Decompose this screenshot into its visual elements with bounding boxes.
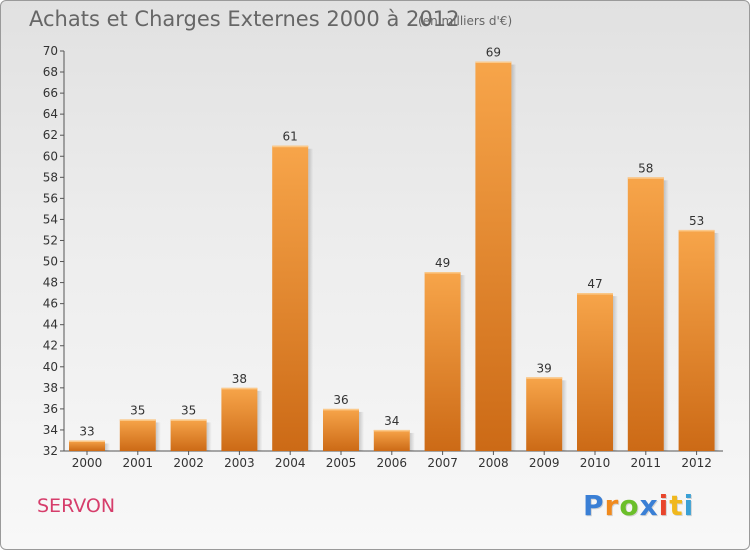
bar-2000: [69, 440, 105, 451]
bar-value-label: 58: [638, 161, 653, 175]
bar-2012: [678, 229, 715, 451]
bar-2005: [323, 408, 359, 451]
bar-highlight: [475, 61, 512, 64]
y-tick-label: 34: [43, 423, 58, 437]
x-tick-label: 2000: [72, 456, 103, 470]
bar-2003: [221, 387, 258, 451]
bar-2009: [526, 377, 563, 451]
bar-2006: [373, 429, 410, 451]
bar-highlight: [323, 408, 359, 411]
logo-letter: P: [583, 489, 605, 522]
y-tick-label: 64: [43, 107, 58, 121]
chart-unit: (en milliers d'€): [418, 14, 513, 28]
y-tick-label: 46: [43, 297, 58, 311]
y-tick-label: 36: [43, 402, 58, 416]
logo-letter: o: [619, 489, 640, 522]
y-tick-label: 62: [43, 128, 58, 142]
bar-shadow: [359, 411, 364, 451]
chart-title: Achats et Charges Externes 2000 à 2012: [29, 7, 460, 31]
bar-shadow: [511, 64, 517, 452]
x-tick-label: 2012: [681, 456, 712, 470]
bar-shadow: [257, 390, 263, 451]
y-tick-label: 32: [43, 444, 58, 458]
proxiti-logo: Proxiti: [583, 489, 694, 522]
bar-highlight: [119, 419, 156, 421]
y-tick-label: 54: [43, 212, 58, 226]
bar-highlight: [272, 145, 309, 148]
bar-shadow: [663, 180, 669, 451]
logo-letter: t: [669, 489, 684, 522]
bar-value-label: 61: [283, 130, 298, 144]
bar-value-label: 34: [384, 414, 399, 428]
bar-shadow: [562, 380, 568, 451]
y-tick-label: 70: [43, 44, 58, 58]
y-tick-label: 66: [43, 86, 58, 100]
x-tick-label: 2010: [580, 456, 611, 470]
bar-value-label: 33: [79, 424, 94, 438]
bar-shadow: [460, 275, 466, 451]
bar-highlight: [221, 387, 258, 390]
bar-highlight: [69, 440, 105, 442]
bar-value-label: 49: [435, 256, 450, 270]
x-tick-label: 2003: [224, 456, 255, 470]
bar-shadow: [308, 148, 314, 451]
bar-shadow: [155, 422, 161, 451]
bar-value-label: 53: [689, 214, 704, 228]
x-tick-label: 2002: [173, 456, 204, 470]
y-tick-label: 42: [43, 339, 58, 353]
bar-2004: [272, 145, 309, 451]
x-tick-label: 2008: [478, 456, 509, 470]
x-tick-label: 2001: [123, 456, 154, 470]
bar-highlight: [577, 293, 613, 295]
logo-letter: i: [683, 489, 695, 522]
bar-2008: [475, 61, 512, 452]
bar-highlight: [424, 272, 461, 274]
logo-letter: r: [604, 489, 620, 522]
bar-shadow: [105, 443, 110, 451]
bar-shadow: [206, 422, 212, 451]
bar-highlight: [373, 429, 410, 432]
bar-highlight: [678, 229, 715, 232]
x-tick-label: 2006: [377, 456, 408, 470]
x-tick-label: 2011: [631, 456, 662, 470]
y-tick-label: 58: [43, 170, 58, 184]
y-tick-label: 44: [43, 318, 58, 332]
y-tick-label: 38: [43, 381, 58, 395]
bar-value-label: 39: [537, 361, 552, 375]
y-tick-label: 50: [43, 255, 58, 269]
y-tick-label: 68: [43, 65, 58, 79]
bar-2002: [170, 419, 207, 451]
logo-letter: x: [639, 489, 659, 522]
bar-highlight: [627, 177, 664, 179]
bar-value-label: 69: [486, 46, 501, 60]
y-tick-label: 40: [43, 360, 58, 374]
bar-value-label: 38: [232, 372, 247, 386]
bar-2011: [627, 177, 664, 451]
x-tick-label: 2007: [427, 456, 458, 470]
bar-value-label: 36: [333, 393, 348, 407]
bar-value-label: 47: [587, 277, 602, 291]
y-tick-label: 52: [43, 233, 58, 247]
bar-2001: [119, 419, 156, 451]
bar-shadow: [409, 432, 415, 451]
bar-2010: [577, 293, 613, 451]
bar-shadow: [714, 232, 720, 451]
bar-value-label: 35: [130, 403, 145, 417]
y-tick-label: 48: [43, 276, 58, 290]
x-tick-label: 2005: [326, 456, 357, 470]
bar-highlight: [526, 377, 563, 379]
place-name: SERVON: [37, 495, 116, 517]
x-tick-label: 2004: [275, 456, 306, 470]
bar-2007: [424, 272, 461, 451]
bar-shadow: [613, 296, 618, 451]
logo-letter: i: [658, 489, 670, 522]
y-tick-label: 60: [43, 149, 58, 163]
bar-value-label: 35: [181, 403, 196, 417]
x-tick-label: 2009: [529, 456, 560, 470]
bar-highlight: [170, 419, 207, 421]
y-tick-label: 56: [43, 191, 58, 205]
